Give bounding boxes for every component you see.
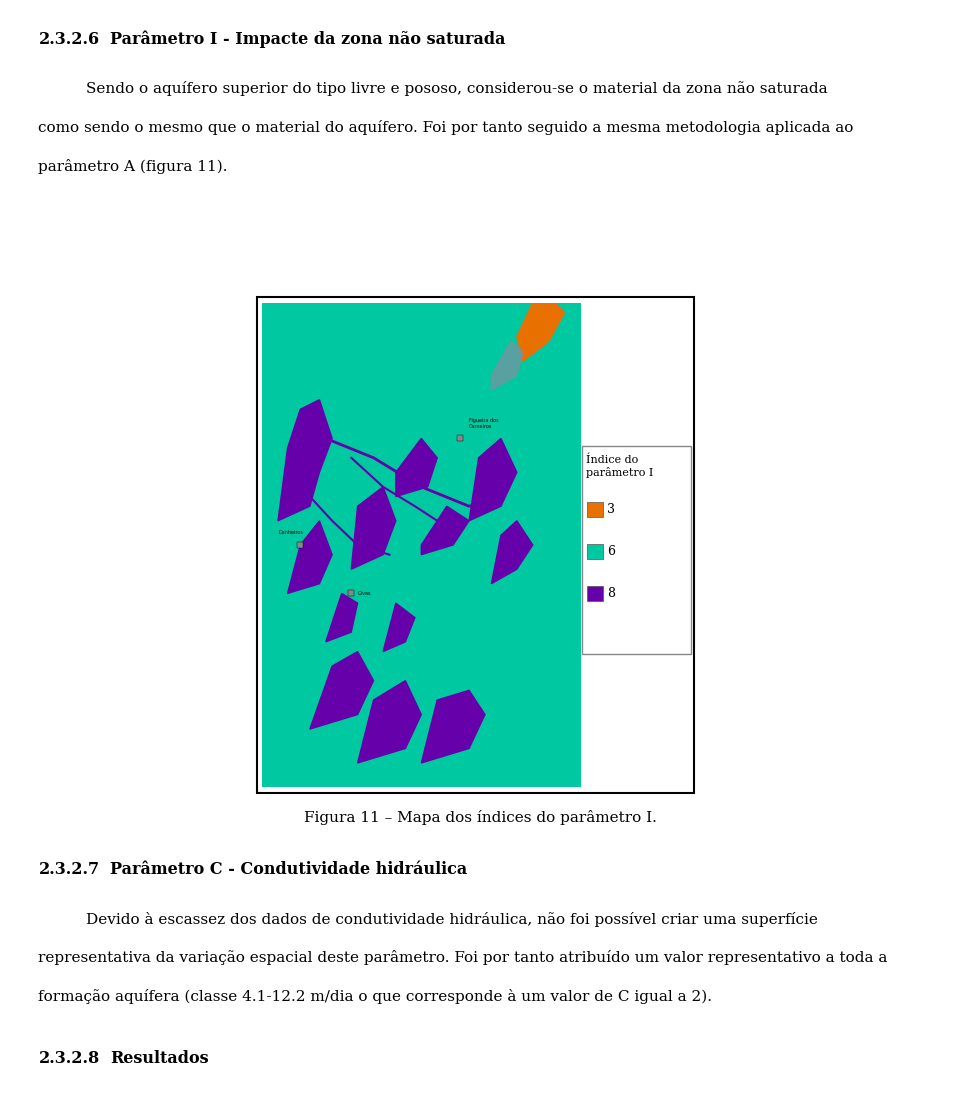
Polygon shape: [492, 341, 523, 390]
Bar: [257, 297, 694, 793]
Text: parâmetro A (figura 11).: parâmetro A (figura 11).: [38, 159, 228, 174]
Text: formação aquífera (classe 4.1-12.2 m/dia o que corresponde à um valor de C igual: formação aquífera (classe 4.1-12.2 m/dia…: [38, 989, 712, 1004]
Text: 2.3.2.7: 2.3.2.7: [38, 861, 100, 877]
Text: Figura 11 – Mapa dos índices do parâmetro I.: Figura 11 – Mapa dos índices do parâmetr…: [303, 810, 657, 826]
Polygon shape: [288, 521, 332, 593]
Text: Parâmetro I - Impacte da zona não saturada: Parâmetro I - Impacte da zona não satura…: [110, 31, 506, 48]
Text: Oivas: Oivas: [358, 591, 372, 596]
Polygon shape: [325, 593, 358, 642]
Text: 3: 3: [608, 503, 615, 516]
Text: 2.3.2.6: 2.3.2.6: [38, 31, 100, 47]
Text: 8: 8: [608, 587, 615, 600]
Polygon shape: [421, 506, 469, 555]
Text: Índice do
parâmetro I: Índice do parâmetro I: [587, 455, 654, 478]
Bar: [588, 586, 603, 601]
Bar: [583, 446, 691, 654]
Polygon shape: [396, 438, 437, 497]
Polygon shape: [262, 303, 581, 787]
Text: Sendo o aquífero superior do tipo livre e pososo, considerou-se o material da zo: Sendo o aquífero superior do tipo livre …: [86, 81, 828, 97]
Text: representativa da variação espacial deste parâmetro. Foi por tanto atribuído um : representativa da variação espacial dest…: [38, 950, 888, 966]
Polygon shape: [278, 341, 564, 749]
Polygon shape: [383, 603, 415, 652]
Bar: [588, 502, 603, 517]
Text: Danheiros: Danheiros: [278, 531, 302, 535]
Polygon shape: [278, 400, 332, 521]
Bar: [588, 544, 603, 559]
Text: Parâmetro C - Condutividade hidráulica: Parâmetro C - Condutividade hidráulica: [110, 861, 468, 877]
Polygon shape: [310, 652, 373, 729]
Polygon shape: [351, 487, 396, 569]
Polygon shape: [516, 303, 564, 361]
Text: Devido à escassez dos dados de condutividade hidráulica, não foi possível criar : Devido à escassez dos dados de condutivi…: [86, 912, 818, 927]
Polygon shape: [492, 521, 533, 584]
Polygon shape: [358, 680, 421, 763]
Text: Resultados: Resultados: [110, 1050, 209, 1067]
Text: 2.3.2.8: 2.3.2.8: [38, 1050, 100, 1067]
Text: como sendo o mesmo que o material do aquífero. Foi por tanto seguido a mesma met: como sendo o mesmo que o material do aqu…: [38, 120, 853, 135]
Text: 6: 6: [608, 545, 615, 558]
Polygon shape: [469, 438, 516, 521]
Polygon shape: [421, 690, 485, 763]
Text: Figueira dos
Carneiros: Figueira dos Carneiros: [469, 418, 498, 428]
